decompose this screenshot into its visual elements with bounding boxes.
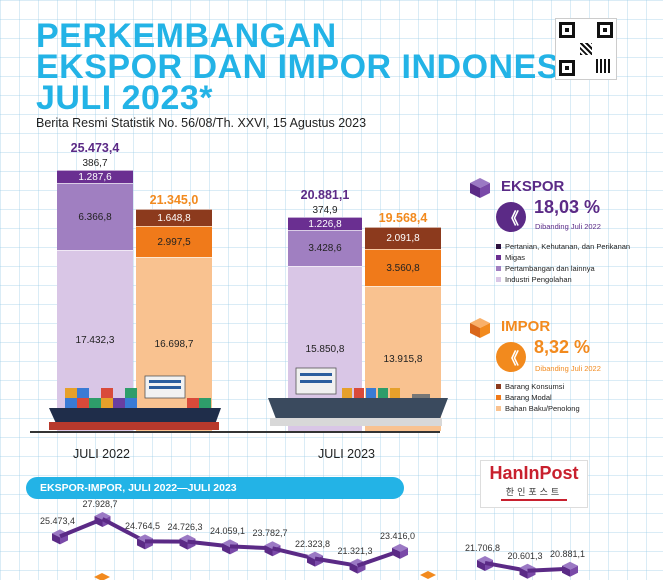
impor-percent: 8,32 % <box>534 337 591 357</box>
trend-label-0: 25.473,4 <box>40 516 76 527</box>
bar-seg-ekspor-0-3: 386,7 <box>82 158 108 170</box>
trend-banner: EKSPOR-IMPOR, JULI 2022—JULI 2023 <box>26 477 404 499</box>
year-label-2023: JULI 2023 <box>318 447 375 461</box>
trend-label-5: 23.782,7 <box>252 528 288 539</box>
ekspor-note: Dibanding Juli 2022 <box>535 222 601 231</box>
bar-seg-impor-1-1: 3.560,8 <box>365 249 441 287</box>
impor-trend-partial <box>94 571 436 580</box>
bar-seg-ekspor-1-1: 3.428,6 <box>288 230 362 267</box>
bar-seg-ekspor-0-1: 6.366,8 <box>57 183 133 250</box>
year-label-2022: JULI 2022 <box>73 447 130 461</box>
total-impor-1: 19.568,4 <box>378 211 428 226</box>
qr-code-icon[interactable] <box>555 18 617 80</box>
trend-label-2: 24.764,5 <box>125 521 161 532</box>
title-line-2: EKSPOR DAN IMPOR INDONESIA <box>36 48 595 86</box>
bar-seg-impor-1-2: 2.091,8 <box>365 227 441 250</box>
title-line-1: PERKEMBANGAN <box>36 17 337 55</box>
ekspor-down-icon: 《 <box>496 202 526 232</box>
trend-label-10: 21.706,8 <box>465 542 501 553</box>
impor-down-icon: 《 <box>496 342 526 372</box>
legend-ekspor-migas: Migas <box>496 253 525 262</box>
trend-point-8 <box>392 543 408 559</box>
impor-title: IMPOR <box>501 318 551 335</box>
ground-line <box>30 431 440 433</box>
trend-label-1: 27.928,7 <box>82 499 118 510</box>
subtitle: Berita Resmi Statistik No. 56/08/Th. XXV… <box>36 116 367 130</box>
trend-segment-2 <box>101 517 146 544</box>
bar-seg-impor-0-2: 1.648,8 <box>136 208 212 227</box>
trend-point-0 <box>52 529 68 545</box>
trend-label-7: 21.321,3 <box>337 545 373 556</box>
bar-seg-ekspor-0-2: 1.287,6 <box>57 170 133 184</box>
title-line-3: JULI 2023* <box>36 79 213 117</box>
trend-point-12 <box>562 561 578 577</box>
trend-label-11: 20.601,3 <box>507 550 543 561</box>
legend-impor-konsumsi: Barang Konsumsi <box>496 382 564 391</box>
trend-label-3: 24.726,3 <box>167 521 203 532</box>
bar-seg-impor-0-1: 2.997,5 <box>136 226 212 258</box>
ekspor-percent: 18,03 % <box>534 197 601 217</box>
cube-impor-icon <box>470 318 490 338</box>
total-ekspor-0: 25.473,4 <box>70 141 120 156</box>
cargo-ship-2022-icon <box>49 375 221 430</box>
impor-note: Dibanding Juli 2022 <box>535 364 601 373</box>
trend-point-7 <box>349 558 366 574</box>
bar-seg-ekspor-1-3: 374,9 <box>312 205 338 217</box>
trend-line-chart <box>52 512 578 580</box>
legend-impor-bahan: Bahan Baku/Penolong <box>496 404 580 413</box>
cube-ekspor-icon <box>470 178 490 198</box>
trend-label-6: 22.323,8 <box>295 538 331 549</box>
trend-label-8: 23.416,0 <box>380 530 416 541</box>
legend-ekspor-pertambangan: Pertambangan dan lainnya <box>496 264 595 273</box>
trend-label-4: 24.059,1 <box>210 526 246 537</box>
total-impor-0: 21.345,0 <box>149 192 199 207</box>
bar-seg-ekspor-1-2: 1.226,8 <box>288 217 362 231</box>
ekspor-title: EKSPOR <box>501 178 565 195</box>
haninpost-logo[interactable]: HanInPost 한인포스트 <box>480 460 588 508</box>
total-ekspor-1: 20.881,1 <box>300 188 350 203</box>
legend-ekspor-industri: Industri Pengolahan <box>496 275 572 284</box>
legend-impor-modal: Barang Modal <box>496 393 552 402</box>
legend-ekspor-pertanian: Pertanian, Kehutanan, dan Perikanan <box>496 242 630 251</box>
tanker-ship-2023-icon <box>268 367 448 426</box>
trend-label-12: 20.881,1 <box>550 548 586 559</box>
